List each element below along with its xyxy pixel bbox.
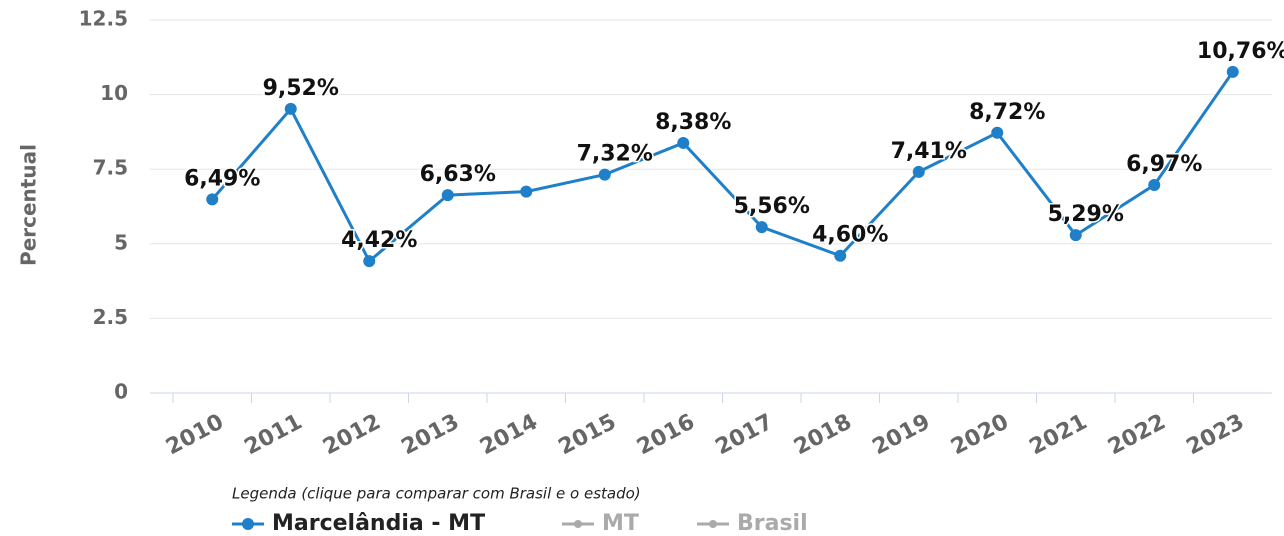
data-point [912, 165, 925, 178]
x-tick-label: 2018 [790, 410, 856, 461]
data-label: 8,38% [655, 110, 731, 135]
x-tick-label: 2015 [555, 410, 621, 461]
data-point [677, 136, 690, 149]
x-tick-label: 2016 [633, 410, 699, 461]
data-label: 10,76% [1197, 39, 1284, 64]
x-tick-label: 2019 [869, 410, 935, 461]
data-label: 4,60% [812, 223, 888, 248]
data-label: 7,32% [577, 142, 653, 167]
data-label: 8,72% [969, 100, 1045, 125]
x-tick-label: 2021 [1026, 410, 1092, 461]
data-point [1148, 179, 1161, 192]
data-point [520, 185, 533, 198]
x-tick-label: 2014 [476, 410, 542, 461]
data-label: 7,41% [891, 139, 967, 164]
x-tick-label: 2023 [1183, 410, 1249, 461]
data-point [598, 168, 611, 181]
y-tick-label: 12.5 [79, 7, 128, 31]
x-tick-label: 2011 [241, 410, 307, 461]
y-tick-label: 7.5 [93, 156, 128, 180]
series-line [211, 71, 1234, 264]
y-tick-label: 5 [114, 230, 128, 254]
data-point [363, 255, 376, 268]
x-tick-label: 2012 [319, 410, 385, 461]
data-label: 5,29% [1048, 202, 1124, 227]
legend-symbol [242, 518, 254, 530]
data-point [441, 189, 454, 202]
data-point [1069, 229, 1082, 242]
y-axis-label: Percentual [17, 144, 41, 266]
legend-item[interactable]: Brasil [737, 511, 808, 536]
data-label: 6,97% [1126, 152, 1202, 177]
legend-symbol [709, 520, 717, 528]
y-tick-label: 0 [114, 380, 128, 404]
data-label: 4,42% [341, 228, 417, 253]
data-point [834, 249, 847, 262]
legend-item[interactable]: MT [602, 511, 639, 536]
data-point [991, 126, 1004, 139]
legend-item[interactable]: Marcelândia - MT [272, 511, 485, 536]
legend-symbol [574, 520, 582, 528]
x-tick-label: 2022 [1104, 410, 1170, 461]
data-point [206, 193, 219, 206]
data-label: 6,49% [184, 166, 260, 191]
x-tick-label: 2017 [712, 410, 778, 461]
data-label: 9,52% [263, 76, 339, 101]
legend-title: Legenda (clique para comparar com Brasil… [232, 485, 641, 503]
data-point [755, 221, 768, 234]
y-tick-label: 2.5 [93, 305, 128, 329]
x-tick-label: 2013 [398, 410, 464, 461]
data-label: 6,63% [420, 162, 496, 187]
data-point [1226, 65, 1239, 78]
x-tick-label: 2010 [162, 410, 228, 461]
data-label: 5,56% [734, 194, 810, 219]
y-tick-label: 10 [100, 81, 128, 105]
x-tick-label: 2020 [947, 410, 1013, 461]
data-point [284, 102, 297, 115]
